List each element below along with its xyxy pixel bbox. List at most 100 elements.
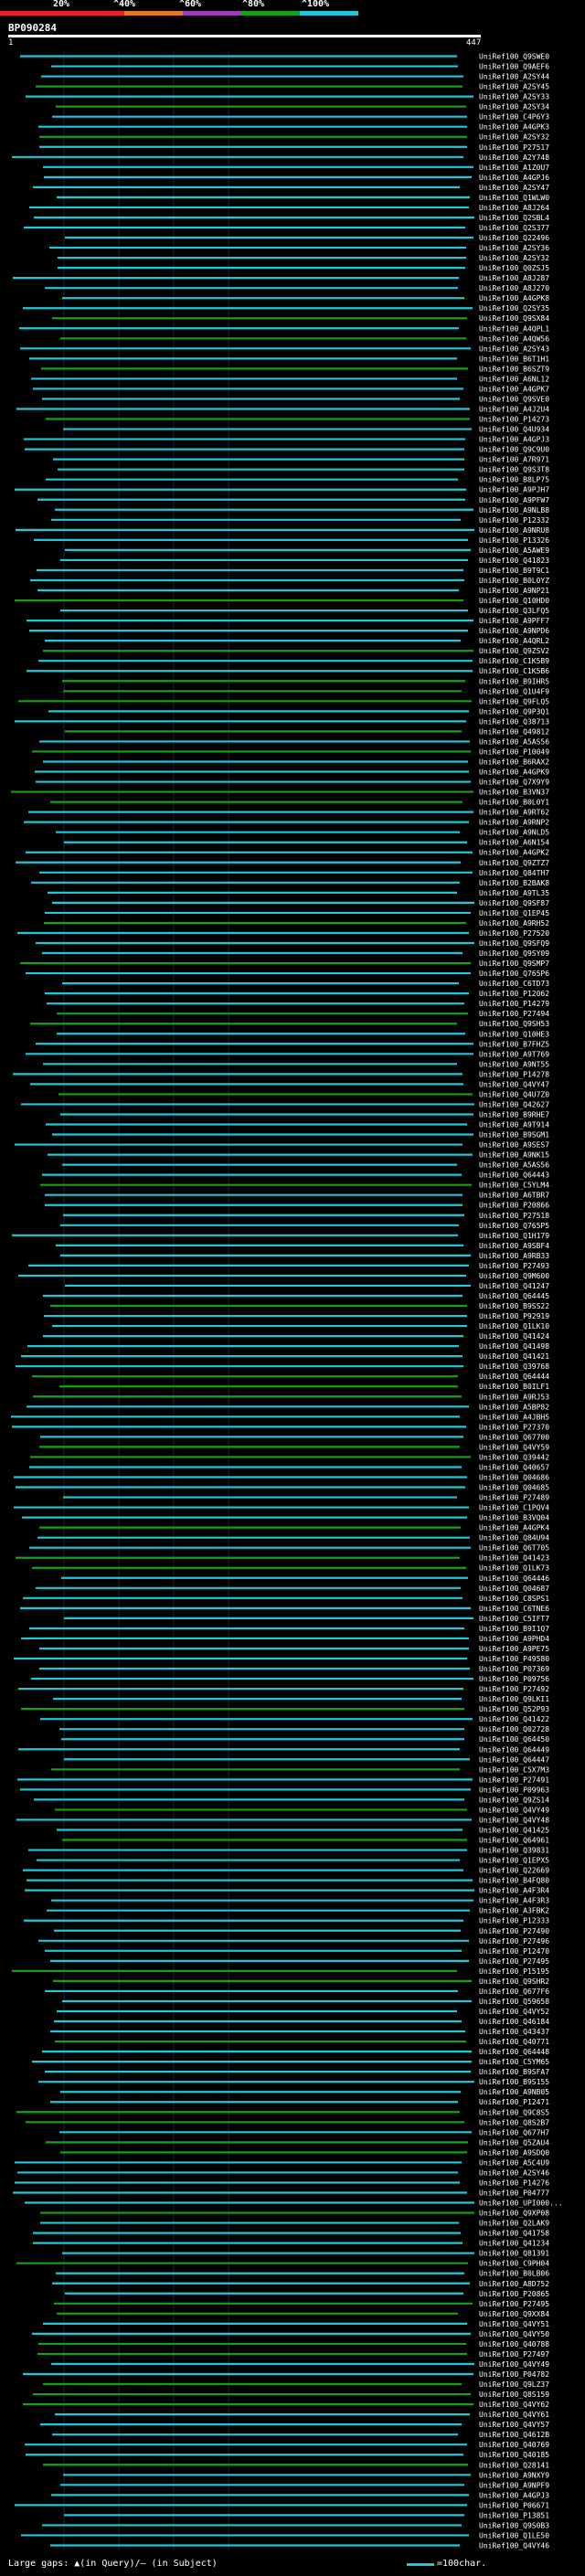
hit-label[interactable]: UniRef100_Q64443 [479,1171,549,1180]
hit-label[interactable]: UniRef100_P09963 [479,1786,549,1794]
hit-label[interactable]: UniRef100_Q39442 [479,1453,549,1461]
hit-label[interactable]: UniRef100_Q1LE50 [479,2531,549,2539]
hit-label[interactable]: UniRef100_P07369 [479,1665,549,1673]
hit-label[interactable]: UniRef100_Q9SMP7 [479,959,549,968]
hit-label[interactable]: UniRef100_A4GPJ3 [479,2491,549,2499]
hit-label[interactable]: UniRef100_A4QW56 [479,334,549,343]
hit-label[interactable]: UniRef100_Q3LFQ5 [479,607,549,615]
hit-label[interactable]: UniRef100_C1K5B9 [479,657,549,665]
hit-label[interactable]: UniRef100_Q04687 [479,1585,549,1593]
hit-label[interactable]: UniRef100_B9SFA7 [479,2068,549,2076]
hit-label[interactable]: UniRef100_Q22496 [479,234,549,242]
hit-label[interactable]: UniRef100_UPI000... [479,2200,563,2208]
hit-label[interactable]: UniRef100_Q64448 [479,2048,549,2056]
hit-label[interactable]: UniRef100_Q4U934 [479,426,549,434]
hit-label[interactable]: UniRef100_Q41498 [479,1342,549,1351]
hit-label[interactable]: UniRef100_Q9AEF6 [479,63,549,71]
hit-label[interactable]: UniRef100_Q4612B [479,2431,549,2439]
hit-label[interactable]: UniRef100_Q9SX84 [479,314,549,323]
hit-label[interactable]: UniRef100_A9PE75 [479,1645,549,1653]
hit-label[interactable]: UniRef100_Q4VY49 [479,1806,549,1814]
hit-label[interactable]: UniRef100_A6TBR7 [479,1192,549,1200]
hit-label[interactable]: UniRef100_Q10HD0 [479,597,549,605]
hit-label[interactable]: UniRef100_P12062 [479,990,549,998]
hit-label[interactable]: UniRef100_Q9FLQ5 [479,697,549,705]
hit-label[interactable]: UniRef100_Q9S3T8 [479,466,549,474]
hit-label[interactable]: UniRef100_P20866 [479,1202,549,1210]
hit-label[interactable]: UniRef100_A4GPJ6 [479,174,549,182]
hit-label[interactable]: UniRef100_C9PH04 [479,2260,549,2268]
hit-label[interactable]: UniRef100_Q9ZS14 [479,1796,549,1804]
hit-label[interactable]: UniRef100_Q2LAK9 [479,2220,549,2228]
hit-label[interactable]: UniRef100_A2SY44 [479,73,549,81]
hit-label[interactable]: UniRef100_Q2SBL4 [479,214,549,222]
hit-label[interactable]: UniRef100_A9RNP2 [479,819,549,827]
hit-label[interactable]: UniRef100_Q39768 [479,1362,549,1371]
hit-label[interactable]: UniRef100_P27520 [479,929,549,938]
hit-label[interactable]: UniRef100_A9NT55 [479,1060,549,1068]
hit-label[interactable]: UniRef100_B6RAX2 [479,758,549,766]
hit-label[interactable]: UniRef100_Q64961 [479,1837,549,1845]
hit-label[interactable]: UniRef100_A5BP82 [479,1403,549,1411]
hit-label[interactable]: UniRef100_Q1WLW0 [479,194,549,202]
hit-label[interactable]: UniRef100_A6N154 [479,839,549,847]
hit-label[interactable]: UniRef100_A4GPK2 [479,849,549,857]
hit-label[interactable]: UniRef100_P13326 [479,536,549,545]
hit-label[interactable]: UniRef100_B3VN37 [479,789,549,797]
hit-label[interactable]: UniRef100_A9NK15 [479,1151,549,1160]
hit-label[interactable]: UniRef100_Q84U94 [479,1534,549,1542]
hit-label[interactable]: UniRef100_Q4VY59 [479,1443,549,1451]
hit-label[interactable]: UniRef100_Q9S0B3 [479,2521,549,2529]
hit-label[interactable]: UniRef100_P27497 [479,2350,549,2359]
hit-label[interactable]: UniRef100_P92919 [479,1312,549,1320]
hit-label[interactable]: UniRef100_A9SBF4 [479,1242,549,1250]
hit-label[interactable]: UniRef100_A6NL12 [479,375,549,383]
hit-label[interactable]: UniRef100_P20865 [479,2290,549,2298]
hit-label[interactable]: UniRef100_P27496 [479,1937,549,1945]
hit-label[interactable]: UniRef100_Q765P5 [479,1222,549,1230]
hit-label[interactable]: UniRef100_A9NB05 [479,2088,549,2096]
hit-label[interactable]: UniRef100_C1K5B6 [479,667,549,675]
hit-label[interactable]: UniRef100_P04777 [479,2189,549,2197]
hit-label[interactable]: UniRef100_P15195 [479,1967,549,1976]
hit-label[interactable]: UniRef100_A4F3R3 [479,1897,549,1905]
hit-label[interactable]: UniRef100_Q41234 [479,2240,549,2248]
hit-label[interactable]: UniRef100_B6SZT9 [479,365,549,373]
hit-label[interactable]: UniRef100_A9T914 [479,1121,549,1129]
hit-label[interactable]: UniRef100_A3FBK2 [479,1907,549,1915]
hit-label[interactable]: UniRef100_A4J2U4 [479,406,549,414]
hit-label[interactable]: UniRef100_A9NP21 [479,587,549,595]
hit-label[interactable]: UniRef100_B0L0Y1 [479,799,549,807]
hit-label[interactable]: UniRef100_Q4VY61 [479,2411,549,2419]
hit-label[interactable]: UniRef100_A9NRU8 [479,526,549,535]
hit-label[interactable]: UniRef100_Q64446 [479,1574,549,1583]
hit-label[interactable]: UniRef100_B8LP75 [479,476,549,484]
hit-label[interactable]: UniRef100_Q1EP45 [479,909,549,917]
hit-label[interactable]: UniRef100_A2SY43 [479,345,549,353]
hit-label[interactable]: UniRef100_A4GPK7 [479,385,549,393]
hit-label[interactable]: UniRef100_Q4VY62 [479,2401,549,2409]
hit-label[interactable]: UniRef100_Q9SVE0 [479,395,549,403]
hit-label[interactable]: UniRef100_Q8S2B7 [479,2118,549,2126]
hit-label[interactable]: UniRef100_Q9SHR2 [479,1977,549,1986]
hit-label[interactable]: UniRef100_Q40769 [479,2441,549,2449]
hit-label[interactable]: UniRef100_A4GPK4 [479,1524,549,1532]
hit-label[interactable]: UniRef100_A8J287 [479,274,549,282]
hit-label[interactable]: UniRef100_A8D752 [479,2280,549,2288]
hit-label[interactable]: UniRef100_C4P6Y3 [479,113,549,122]
hit-label[interactable]: UniRef100_A4JBH5 [479,1413,549,1421]
hit-label[interactable]: UniRef100_P27495 [479,2300,549,2308]
hit-label[interactable]: UniRef100_A9NLB8 [479,506,549,514]
hit-label[interactable]: UniRef100_Q67700 [479,1433,549,1441]
hit-label[interactable]: UniRef100_Q4VY51 [479,2320,549,2328]
hit-label[interactable]: UniRef100_P10049 [479,747,549,756]
hit-label[interactable]: UniRef100_P27495 [479,1957,549,1966]
hit-label[interactable]: UniRef100_Q9SF87 [479,899,549,907]
hit-label[interactable]: UniRef100_Q2SY35 [479,304,549,313]
hit-label[interactable]: UniRef100_P27370 [479,1423,549,1431]
hit-label[interactable]: UniRef100_A2SY34 [479,103,549,111]
hit-label[interactable]: UniRef100_P06671 [479,2501,549,2509]
hit-label[interactable]: UniRef100_Q64445 [479,1292,549,1300]
hit-label[interactable]: UniRef100_A2Y748 [479,154,549,162]
hit-label[interactable]: UniRef100_P27492 [479,1685,549,1693]
